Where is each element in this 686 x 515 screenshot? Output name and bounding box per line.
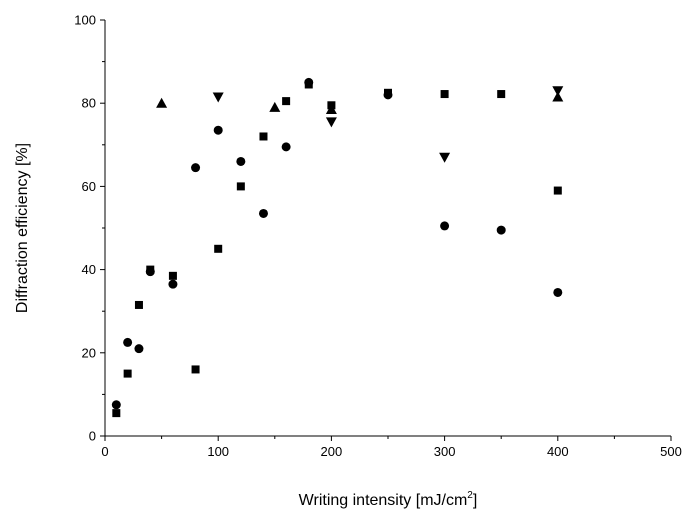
tick-marks [100, 19, 672, 441]
square-point [123, 369, 132, 378]
y-tick-label: 40 [82, 262, 96, 277]
circle-point [191, 163, 201, 173]
y-tick-label: 100 [74, 13, 96, 28]
square-point [259, 132, 268, 141]
y-tick-label: 0 [89, 429, 96, 444]
square-point [282, 97, 291, 106]
circle-point [281, 142, 291, 152]
circle-point [168, 279, 178, 289]
square-point [112, 409, 121, 418]
circle-point [145, 267, 155, 277]
square-point [134, 300, 143, 309]
x-tick-label: 400 [547, 444, 569, 459]
triangle-down-point [212, 92, 224, 103]
triangle-up-point [269, 101, 281, 112]
x-tick-label: 300 [434, 444, 456, 459]
y-tick-label: 80 [82, 96, 96, 111]
triangle-up-point [325, 103, 337, 114]
triangle-up-point [156, 97, 168, 108]
triangle-down-point [552, 86, 564, 97]
circle-point [553, 287, 563, 297]
x-tick-label: 200 [321, 444, 343, 459]
triangle-down-point [439, 152, 451, 163]
square-point [440, 90, 449, 99]
circle-point [134, 344, 144, 354]
circle-point [123, 337, 133, 347]
y-tick-label: 60 [82, 179, 96, 194]
x-tick-label: 0 [101, 444, 108, 459]
circle-point [440, 221, 450, 231]
circle-point [213, 125, 223, 135]
square-point [214, 244, 223, 253]
circle-point [236, 156, 246, 166]
y-axis-title: Diffraction efficiency [%] [14, 143, 31, 313]
square-point [553, 186, 562, 195]
circle-point [383, 90, 393, 100]
x-tick-label: 500 [660, 444, 682, 459]
circle-point [304, 77, 314, 87]
square-point [236, 182, 245, 191]
x-axis-title-suffix: ] [473, 492, 477, 509]
y-tick-label: 20 [82, 345, 96, 360]
tick-labels: 0 100 200 300 400 500 0 20 40 60 80 100 [74, 13, 682, 460]
axes [104, 20, 671, 437]
circle-point [258, 208, 268, 218]
square-point [168, 271, 177, 280]
x-axis-title: Writing intensity [mJ/cm2] [299, 490, 478, 509]
circle-point [111, 400, 121, 410]
data-points [111, 77, 564, 418]
circle-point [496, 225, 506, 235]
triangle-up-point [552, 91, 564, 102]
triangle-down-point [325, 117, 337, 128]
square-point [191, 365, 200, 374]
x-axis-title-text: Writing intensity [mJ/cm [299, 492, 468, 509]
x-tick-label: 100 [207, 444, 229, 459]
x-axis-title-sup: 2 [467, 490, 473, 501]
square-point [497, 90, 506, 99]
